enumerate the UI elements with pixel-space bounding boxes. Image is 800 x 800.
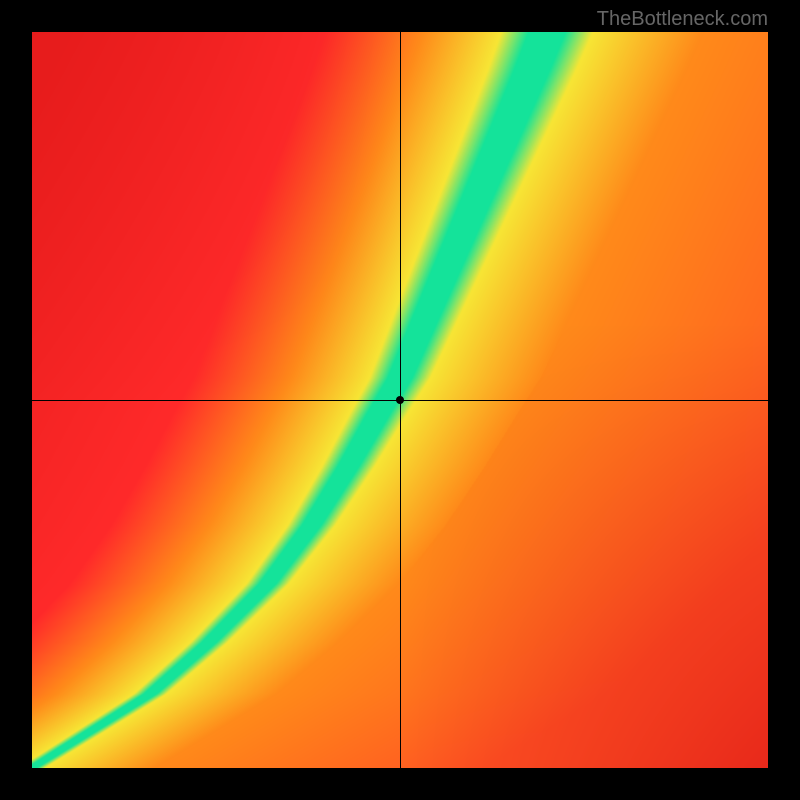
- bottleneck-heatmap: [32, 32, 768, 768]
- crosshair-dot: [396, 396, 404, 404]
- watermark-text: TheBottleneck.com: [597, 8, 768, 31]
